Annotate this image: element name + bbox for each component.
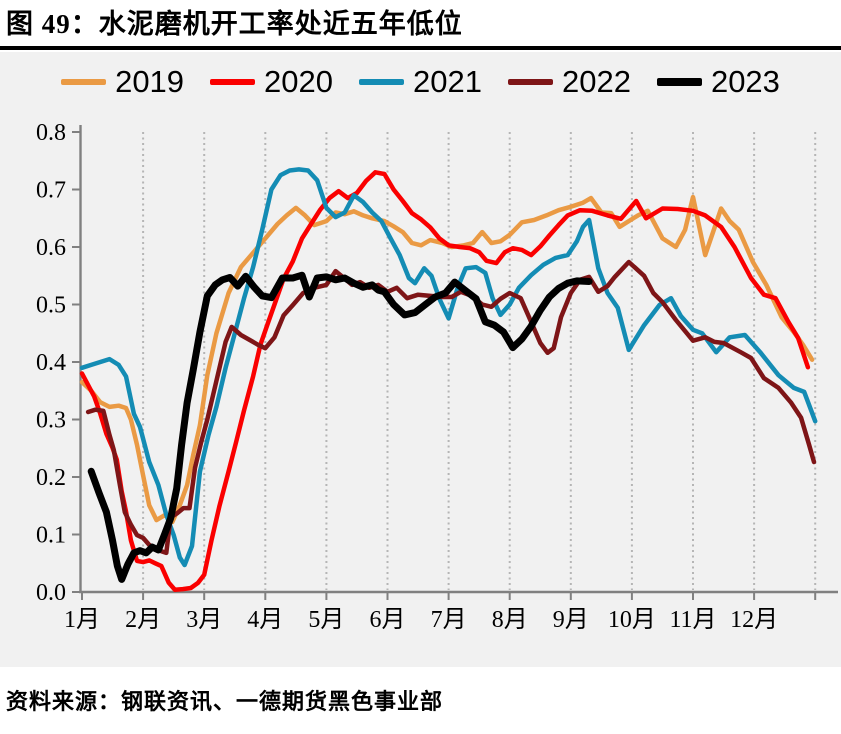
x-tick-label: 3月 bbox=[186, 607, 222, 633]
x-tick-label: 1月 bbox=[64, 607, 100, 633]
x-tick-label: 12月 bbox=[730, 607, 778, 633]
x-tick-label: 8月 bbox=[492, 607, 528, 633]
data-source-note: 资料来源：钢联资讯、一德期货黑色事业部 bbox=[6, 689, 444, 715]
legend-swatch-2023 bbox=[656, 77, 702, 86]
x-tick-label: 6月 bbox=[370, 607, 406, 633]
y-tick-label: 0.3 bbox=[36, 408, 66, 434]
legend-label-2019: 2019 bbox=[115, 64, 185, 100]
legend-label-2021: 2021 bbox=[413, 64, 482, 100]
y-tick-label: 0.5 bbox=[36, 293, 66, 319]
chart-legend: 2019 2020 2021 2022 2023 bbox=[0, 66, 841, 97]
x-tick-label: 4月 bbox=[247, 607, 283, 633]
x-tick-label: 11月 bbox=[669, 607, 716, 633]
y-tick-label: 0.0 bbox=[36, 580, 66, 606]
y-tick-label: 0.8 bbox=[36, 120, 66, 146]
legend-swatch-2022 bbox=[507, 78, 553, 85]
title-divider bbox=[0, 46, 841, 51]
legend-item-2021: 2021 bbox=[359, 66, 482, 97]
legend-swatch-2021 bbox=[359, 78, 405, 85]
series-line-2021 bbox=[79, 167, 818, 568]
x-tick-label: 7月 bbox=[431, 607, 467, 633]
legend-item-2022: 2022 bbox=[507, 64, 631, 100]
legend-label-2023: 2023 bbox=[710, 64, 780, 100]
x-tick-label: 2月 bbox=[125, 607, 161, 633]
chart-svg: 0.0 0.1 0.2 0.3 0.4 0.5 0.6 0.7 0.8 1月 2月 3月 4月 5月 6月 7… bbox=[36, 120, 838, 633]
legend-item-2023: 2023 bbox=[656, 64, 780, 100]
y-tick-label: 0.1 bbox=[36, 523, 66, 549]
chart-panel: 2019 2020 2021 2022 2023 0.0 0.1 0.2 0.3 0.4 0.5 0… bbox=[0, 52, 841, 668]
y-tick-label: 0.4 bbox=[36, 350, 66, 376]
legend-item-2020: 2020 bbox=[210, 66, 333, 97]
y-tick-label: 0.7 bbox=[36, 178, 66, 204]
legend-swatch-2020 bbox=[210, 78, 256, 85]
series-line-2023 bbox=[87, 272, 593, 584]
legend-item-2019: 2019 bbox=[61, 66, 184, 97]
y-tick-label: 0.2 bbox=[36, 465, 66, 491]
legend-label-2022: 2022 bbox=[561, 64, 631, 100]
x-tick-label: 5月 bbox=[308, 607, 344, 633]
legend-label-2020: 2020 bbox=[264, 64, 334, 100]
x-tick-label: 10月 bbox=[608, 607, 656, 633]
y-tick-label: 0.6 bbox=[36, 235, 66, 261]
series-line-2020 bbox=[79, 170, 811, 593]
figure-title: 图 49：水泥磨机开工率处近五年低位 bbox=[6, 9, 463, 39]
legend-swatch-2019 bbox=[61, 78, 107, 85]
x-tick-label: 9月 bbox=[553, 607, 589, 633]
